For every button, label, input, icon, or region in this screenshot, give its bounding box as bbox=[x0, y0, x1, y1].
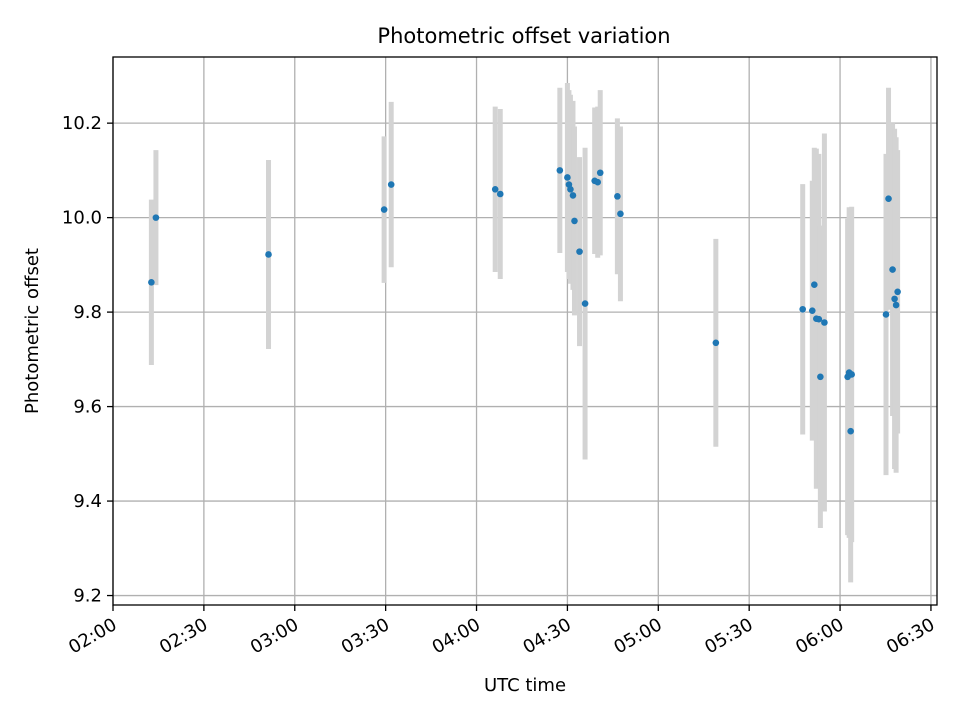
x-tick-label: 05:30 bbox=[701, 614, 756, 658]
data-point bbox=[581, 300, 589, 307]
x-axis-label: UTC time bbox=[484, 675, 566, 696]
data-point bbox=[617, 210, 624, 218]
data-point bbox=[576, 248, 583, 255]
y-axis-label: Photometric offset bbox=[22, 248, 43, 414]
x-axis: 02:00 02:30 03:00 03:30 04:00 04:30 05:00 05:30… bbox=[65, 605, 938, 658]
x-tick-label: 03:00 bbox=[247, 614, 302, 658]
data-point bbox=[799, 305, 806, 313]
data-point bbox=[847, 427, 854, 435]
data-point bbox=[569, 192, 577, 199]
data-point bbox=[496, 190, 504, 198]
x-tick-label: 03:30 bbox=[338, 614, 393, 658]
data-point bbox=[821, 319, 828, 326]
x-tick-label: 06:00 bbox=[792, 614, 847, 658]
data-points bbox=[148, 167, 901, 435]
data-point bbox=[614, 193, 621, 200]
x-tick-label: 04:30 bbox=[519, 614, 574, 658]
data-point bbox=[491, 185, 499, 193]
y-axis: 9.2 9.4 9.6 9.8 10.0 10.2 bbox=[62, 113, 113, 607]
data-point bbox=[808, 307, 816, 314]
data-point bbox=[815, 315, 823, 323]
data-point bbox=[889, 266, 896, 273]
data-point bbox=[712, 339, 720, 347]
y-tick-label: 9.2 bbox=[73, 586, 102, 607]
data-point bbox=[556, 167, 564, 174]
data-point bbox=[817, 373, 824, 381]
data-point bbox=[848, 371, 855, 378]
x-tick-label: 02:00 bbox=[65, 614, 120, 658]
data-point bbox=[891, 295, 898, 303]
data-point bbox=[564, 174, 571, 181]
x-tick-label: 06:30 bbox=[883, 614, 938, 658]
data-point bbox=[571, 217, 578, 225]
data-point bbox=[265, 251, 272, 258]
data-point bbox=[387, 181, 395, 188]
data-point bbox=[148, 279, 155, 286]
data-point bbox=[380, 206, 388, 213]
y-tick-label: 9.8 bbox=[73, 302, 102, 323]
data-point bbox=[885, 195, 892, 203]
data-point bbox=[596, 169, 604, 177]
x-tick-label: 05:00 bbox=[610, 614, 665, 658]
plot-frame bbox=[112, 56, 938, 606]
data-point bbox=[892, 301, 900, 309]
y-tick-label: 10.0 bbox=[62, 208, 102, 229]
data-point bbox=[811, 281, 818, 289]
y-tick-label: 9.6 bbox=[73, 397, 102, 418]
data-point bbox=[882, 311, 890, 318]
error-bars bbox=[148, 82, 901, 583]
data-point bbox=[152, 214, 160, 221]
x-tick-label: 04:00 bbox=[429, 614, 484, 658]
y-tick-label: 9.4 bbox=[73, 491, 102, 512]
y-tick-label: 10.2 bbox=[62, 113, 102, 134]
data-point bbox=[567, 185, 574, 193]
x-tick-label: 02:30 bbox=[156, 614, 211, 658]
data-point bbox=[594, 178, 602, 186]
data-point bbox=[894, 288, 901, 296]
chart-title: Photometric offset variation bbox=[377, 24, 670, 48]
